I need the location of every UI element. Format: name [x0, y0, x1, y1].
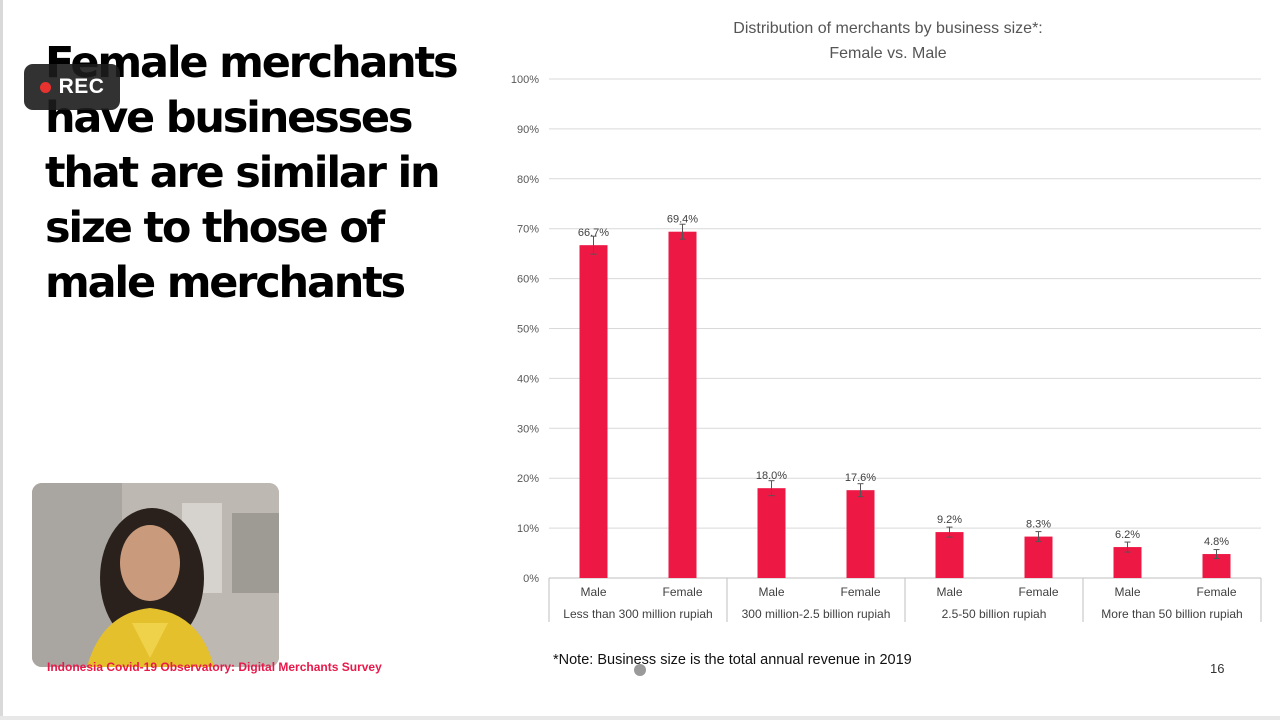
bar — [668, 231, 697, 578]
x-category-label: Female — [1018, 585, 1058, 599]
data-label: 66.7% — [578, 227, 609, 239]
y-tick-label: 80% — [517, 174, 539, 186]
x-group-label: 2.5-50 billion rupiah — [942, 607, 1047, 621]
bar — [935, 532, 964, 578]
chart-footnote: *Note: Business size is the total annual… — [553, 652, 912, 668]
x-category-label: Male — [1114, 585, 1140, 599]
x-category-label: Male — [580, 585, 606, 599]
data-label: 18.0% — [756, 470, 787, 482]
x-category-label: Female — [662, 585, 702, 599]
y-tick-label: 10% — [517, 523, 539, 535]
slide-left-edge — [0, 0, 3, 720]
x-category-label: Female — [840, 585, 880, 599]
recording-indicator: REC — [24, 64, 120, 110]
x-category-label: Male — [758, 585, 784, 599]
chart-title: Distribution of merchants by business si… — [660, 16, 1116, 66]
data-label: 6.2% — [1115, 529, 1140, 541]
slide-bottom-edge — [0, 716, 1280, 720]
y-tick-label: 50% — [517, 324, 539, 336]
x-group-label: Less than 300 million rupiah — [563, 607, 712, 621]
recording-label: REC — [58, 75, 105, 98]
bar — [757, 488, 786, 578]
x-group-label: More than 50 billion rupiah — [1101, 607, 1242, 621]
slide-headline: Female merchants have businesses that ar… — [45, 38, 459, 308]
y-tick-label: 30% — [517, 423, 539, 435]
data-label: 17.6% — [845, 472, 876, 484]
y-tick-label: 90% — [517, 124, 539, 136]
bar — [1202, 554, 1231, 578]
x-group-label: 300 million-2.5 billion rupiah — [742, 607, 891, 621]
bar-chart: 0% 10% 20% 30% 40% 50% 60% 70% 80% 90% 100% 66.7% Ma… — [511, 74, 1262, 622]
chart-title-line-2: Female vs. Male — [829, 45, 947, 62]
data-label: 4.8% — [1204, 536, 1229, 548]
data-label: 8.3% — [1026, 519, 1051, 531]
footer-source: Indonesia Covid-19 Observatory: Digital … — [47, 660, 382, 674]
data-label: 69.4% — [667, 214, 698, 226]
y-tick-label: 60% — [517, 274, 539, 286]
y-tick-label: 20% — [517, 473, 539, 485]
mouse-pointer-icon — [634, 664, 646, 676]
y-tick-label: 100% — [511, 74, 539, 86]
y-tick-label: 0% — [523, 573, 539, 585]
record-dot-icon — [39, 81, 51, 93]
x-category-label: Male — [936, 585, 962, 599]
y-tick-label: 40% — [517, 373, 539, 385]
chart-title-line-1: Distribution of merchants by business si… — [733, 20, 1043, 37]
bar — [1024, 536, 1053, 578]
presenter-video-frame — [32, 483, 279, 667]
presenter-video-thumbnail[interactable] — [32, 483, 279, 667]
bar — [846, 490, 875, 578]
bar — [579, 245, 608, 579]
x-category-label: Female — [1196, 585, 1236, 599]
page-number: 16 — [1210, 661, 1225, 676]
y-tick-label: 70% — [517, 224, 539, 236]
data-label: 9.2% — [937, 514, 962, 526]
